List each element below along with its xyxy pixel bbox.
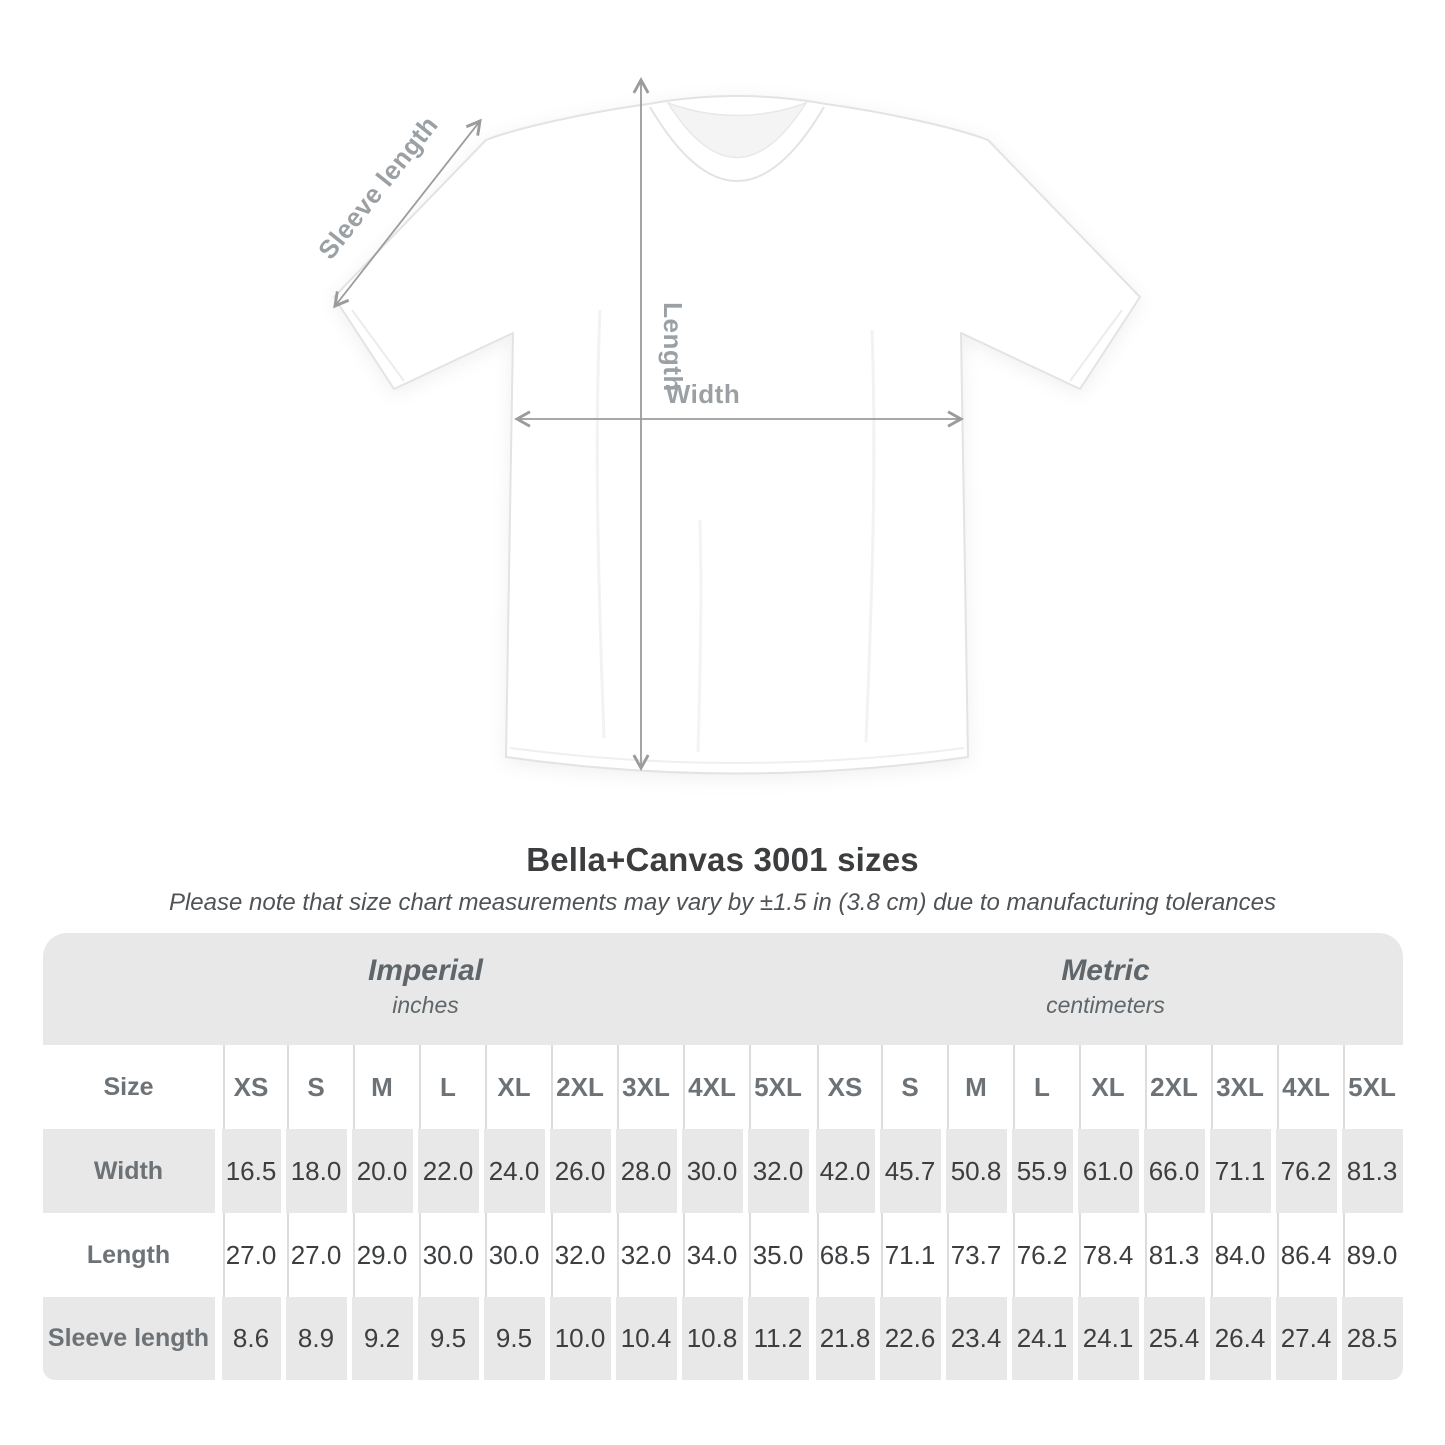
size-col-imperial-5xl: 5XL	[742, 1045, 809, 1129]
width-metric-2xl: 66.0	[1138, 1129, 1205, 1213]
size-col-imperial-l: L	[412, 1045, 479, 1129]
width-imperial-3xl: 28.0	[610, 1129, 677, 1213]
size-col-imperial-2xl: 2XL	[544, 1045, 611, 1129]
imperial-group-subtitle: inches	[392, 992, 459, 1018]
size-col-metric-2xl: 2XL	[1138, 1045, 1205, 1129]
size-table: Imperial inches Metric centimeters Size …	[42, 933, 1403, 1380]
length-metric-3xl: 84.0	[1204, 1213, 1271, 1297]
size-col-metric-3xl: 3XL	[1204, 1045, 1271, 1129]
width-metric-xs: 42.0	[808, 1129, 875, 1213]
sleeve-imperial-4xl: 10.8	[676, 1297, 743, 1380]
row-label-length: Length	[42, 1213, 215, 1297]
row-label-sleeve-length: Sleeve length	[42, 1297, 215, 1380]
length-imperial-s: 27.0	[280, 1213, 347, 1297]
table-row-sleeve-length: Sleeve length 8.6 8.9 9.2 9.5 9.5 10.0 1…	[42, 1297, 1403, 1380]
metric-group-header: Metric centimeters	[809, 933, 1403, 1045]
length-imperial-3xl: 32.0	[610, 1213, 677, 1297]
width-metric-5xl: 81.3	[1336, 1129, 1403, 1213]
size-header-row: Size XS S M L XL 2XL 3XL 4XL 5XL XS S M …	[42, 1045, 1403, 1129]
length-metric-xl: 78.4	[1072, 1213, 1139, 1297]
sleeve-imperial-5xl: 11.2	[742, 1297, 809, 1380]
length-imperial-4xl: 34.0	[676, 1213, 743, 1297]
width-metric-4xl: 76.2	[1270, 1129, 1337, 1213]
width-metric-xl: 61.0	[1072, 1129, 1139, 1213]
length-metric-4xl: 86.4	[1270, 1213, 1337, 1297]
length-imperial-xs: 27.0	[214, 1213, 281, 1297]
tshirt-body	[333, 95, 1141, 775]
sleeve-imperial-xl: 9.5	[478, 1297, 545, 1380]
imperial-group-title: Imperial	[367, 954, 484, 987]
sleeve-metric-xs: 21.8	[808, 1297, 875, 1380]
sleeve-length-arrow	[333, 118, 482, 309]
length-imperial-5xl: 35.0	[742, 1213, 809, 1297]
width-imperial-2xl: 26.0	[544, 1129, 611, 1213]
sleeve-metric-4xl: 27.4	[1270, 1297, 1337, 1380]
unit-group-band: Imperial inches Metric centimeters	[42, 933, 1403, 1045]
table-row-length: Length 27.0 27.0 29.0 30.0 30.0 32.0 32.…	[42, 1213, 1403, 1297]
length-metric-s: 71.1	[874, 1213, 941, 1297]
length-imperial-m: 29.0	[346, 1213, 413, 1297]
sleeve-metric-2xl: 25.4	[1138, 1297, 1205, 1380]
page-title: Bella+Canvas 3001 sizes	[526, 841, 919, 878]
length-metric-2xl: 81.3	[1138, 1213, 1205, 1297]
size-col-imperial-3xl: 3XL	[610, 1045, 677, 1129]
size-header-label: Size	[42, 1045, 215, 1129]
width-label: Width	[666, 379, 740, 409]
size-col-imperial-xs: XS	[214, 1045, 281, 1129]
width-metric-3xl: 71.1	[1204, 1129, 1271, 1213]
length-imperial-xl: 30.0	[478, 1213, 545, 1297]
metric-group-subtitle: centimeters	[1046, 992, 1165, 1018]
length-imperial-2xl: 32.0	[544, 1213, 611, 1297]
size-col-metric-xs: XS	[808, 1045, 875, 1129]
length-metric-5xl: 89.0	[1336, 1213, 1403, 1297]
sleeve-metric-m: 23.4	[940, 1297, 1007, 1380]
imperial-group-header: Imperial inches	[43, 933, 809, 1045]
size-col-metric-l: L	[1006, 1045, 1073, 1129]
sleeve-metric-5xl: 28.5	[1336, 1297, 1403, 1380]
tshirt-illustration: Sleeve length Length Width	[312, 77, 1141, 775]
length-metric-xs: 68.5	[808, 1213, 875, 1297]
width-imperial-l: 22.0	[412, 1129, 479, 1213]
size-col-metric-xl: XL	[1072, 1045, 1139, 1129]
table-row-width: Width 16.5 18.0 20.0 22.0 24.0 26.0 28.0…	[42, 1129, 1403, 1213]
width-imperial-4xl: 30.0	[676, 1129, 743, 1213]
width-metric-l: 55.9	[1006, 1129, 1073, 1213]
width-imperial-xl: 24.0	[478, 1129, 545, 1213]
sleeve-metric-3xl: 26.4	[1204, 1297, 1271, 1380]
sleeve-imperial-m: 9.2	[346, 1297, 413, 1380]
size-col-imperial-xl: XL	[478, 1045, 545, 1129]
width-imperial-m: 20.0	[346, 1129, 413, 1213]
size-col-imperial-s: S	[280, 1045, 347, 1129]
sleeve-imperial-2xl: 10.0	[544, 1297, 611, 1380]
size-col-metric-5xl: 5XL	[1336, 1045, 1403, 1129]
size-col-imperial-m: M	[346, 1045, 413, 1129]
width-imperial-s: 18.0	[280, 1129, 347, 1213]
sleeve-metric-s: 22.6	[874, 1297, 941, 1380]
length-metric-m: 73.7	[940, 1213, 1007, 1297]
row-label-width: Width	[42, 1129, 215, 1213]
tshirt-measurement-diagram: Sleeve length Length Width	[312, 77, 1141, 775]
length-metric-l: 76.2	[1006, 1213, 1073, 1297]
width-imperial-5xl: 32.0	[742, 1129, 809, 1213]
sleeve-metric-l: 24.1	[1006, 1297, 1073, 1380]
sleeve-metric-xl: 24.1	[1072, 1297, 1139, 1380]
metric-group-title: Metric	[1061, 954, 1150, 987]
sleeve-imperial-3xl: 10.4	[610, 1297, 677, 1380]
sleeve-imperial-s: 8.9	[280, 1297, 347, 1380]
size-col-metric-s: S	[874, 1045, 941, 1129]
width-metric-m: 50.8	[940, 1129, 1007, 1213]
size-col-metric-m: M	[940, 1045, 1007, 1129]
size-col-metric-4xl: 4XL	[1270, 1045, 1337, 1129]
width-metric-s: 45.7	[874, 1129, 941, 1213]
width-imperial-xs: 16.5	[214, 1129, 281, 1213]
size-col-imperial-4xl: 4XL	[676, 1045, 743, 1129]
page-subtitle: Please note that size chart measurements…	[168, 889, 1277, 916]
length-imperial-l: 30.0	[412, 1213, 479, 1297]
sleeve-imperial-l: 9.5	[412, 1297, 479, 1380]
sleeve-imperial-xs: 8.6	[214, 1297, 281, 1380]
length-label: Length	[658, 302, 688, 392]
